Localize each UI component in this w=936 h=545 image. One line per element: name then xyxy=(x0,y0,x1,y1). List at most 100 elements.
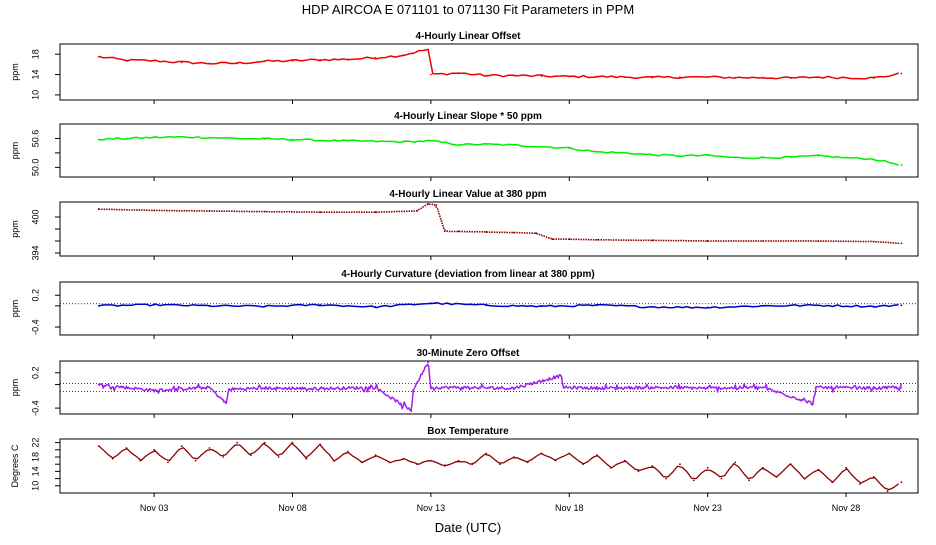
data-point xyxy=(651,306,654,308)
data-point xyxy=(416,210,418,212)
data-point xyxy=(180,61,183,64)
data-point xyxy=(429,73,432,76)
y-tick-label: 14 xyxy=(30,466,40,476)
y-tick-label: 50.0 xyxy=(30,159,40,177)
data-point xyxy=(485,452,488,455)
chart-panel: 30-Minute Zero Offset -0.4 0.2 ppm xyxy=(10,348,919,418)
data-point xyxy=(374,386,377,389)
x-tick-label: Nov 03 xyxy=(140,503,169,513)
data-point xyxy=(720,477,723,480)
data-point xyxy=(208,386,211,389)
panel-title: 4-Hourly Curvature (deviation from linea… xyxy=(341,269,594,280)
chart-panel: 4-Hourly Linear Offset 10 14 18 ppm xyxy=(10,31,919,104)
data-point xyxy=(236,441,239,444)
data-point xyxy=(734,76,737,79)
data-point xyxy=(789,77,792,80)
data-point xyxy=(582,463,585,466)
panel-frame xyxy=(59,360,919,415)
data-point xyxy=(208,136,211,139)
panel-frame xyxy=(59,123,919,178)
data-point xyxy=(679,154,681,157)
x-tick-label: Nov 23 xyxy=(693,503,722,513)
data-point xyxy=(872,77,875,80)
data-point xyxy=(97,208,100,211)
data-point xyxy=(125,137,128,140)
data-point xyxy=(540,305,543,308)
data-point xyxy=(263,387,266,389)
data-point xyxy=(551,238,554,241)
data-point xyxy=(457,230,460,233)
data-point xyxy=(872,387,875,389)
data-point xyxy=(817,240,820,242)
data-point xyxy=(651,76,654,79)
data-point xyxy=(789,156,792,159)
data-point xyxy=(540,75,543,77)
y-axis-label: ppm xyxy=(10,220,20,238)
panel-title: 30-Minute Zero Offset xyxy=(417,348,520,359)
data-point xyxy=(499,463,501,466)
panel-title: 4-Hourly Linear Offset xyxy=(415,31,521,42)
data-point xyxy=(153,448,156,451)
y-tick-label: 0.2 xyxy=(30,367,40,380)
data-point xyxy=(679,76,681,78)
data-point xyxy=(872,158,875,161)
data-point xyxy=(153,59,156,62)
data-point xyxy=(513,74,515,77)
data-point xyxy=(706,240,709,242)
data-point xyxy=(222,456,225,458)
data-point xyxy=(858,483,861,485)
data-point xyxy=(679,463,681,466)
data-point xyxy=(443,465,446,467)
data-point xyxy=(748,479,751,482)
data-point xyxy=(651,465,654,467)
data-point xyxy=(319,58,322,61)
data-point xyxy=(562,386,565,389)
data-point xyxy=(208,447,211,449)
series-line xyxy=(98,203,900,245)
data-point xyxy=(319,139,322,142)
data-point xyxy=(153,389,156,392)
data-point xyxy=(762,466,764,469)
data-point xyxy=(429,459,432,462)
data-point xyxy=(153,209,156,212)
data-point xyxy=(416,463,418,466)
data-point xyxy=(346,139,349,142)
data-point xyxy=(263,441,266,444)
data-point xyxy=(291,59,294,62)
data-point xyxy=(762,240,764,242)
data-point xyxy=(427,202,430,205)
y-axis-label: ppm xyxy=(10,63,20,81)
y-tick-label: 14 xyxy=(30,70,40,80)
data-point xyxy=(762,156,764,159)
data-point xyxy=(319,303,322,306)
data-point xyxy=(236,137,239,140)
y-axis-label: ppm xyxy=(10,300,20,318)
data-point xyxy=(236,62,239,65)
data-point xyxy=(651,386,654,389)
y-tick-label: 18 xyxy=(30,49,40,59)
data-point xyxy=(208,62,211,65)
data-point xyxy=(435,204,438,206)
data-point xyxy=(526,461,529,464)
data-point xyxy=(900,164,903,166)
data-point xyxy=(388,461,391,464)
data-point xyxy=(872,475,875,478)
data-point xyxy=(429,139,432,142)
data-point xyxy=(831,481,834,484)
data-point xyxy=(651,153,654,156)
panel-title: Box Temperature xyxy=(427,426,509,437)
panel-frame xyxy=(59,281,919,336)
y-axis-label: Degrees C xyxy=(10,444,20,488)
data-point xyxy=(513,144,515,147)
data-point xyxy=(153,136,156,139)
data-point xyxy=(554,459,557,462)
data-point xyxy=(180,136,183,138)
data-point xyxy=(429,386,432,389)
data-point xyxy=(734,156,737,159)
x-tick-label: Nov 28 xyxy=(832,503,861,513)
data-point xyxy=(637,470,640,473)
data-point xyxy=(97,55,100,58)
data-point xyxy=(333,459,335,462)
